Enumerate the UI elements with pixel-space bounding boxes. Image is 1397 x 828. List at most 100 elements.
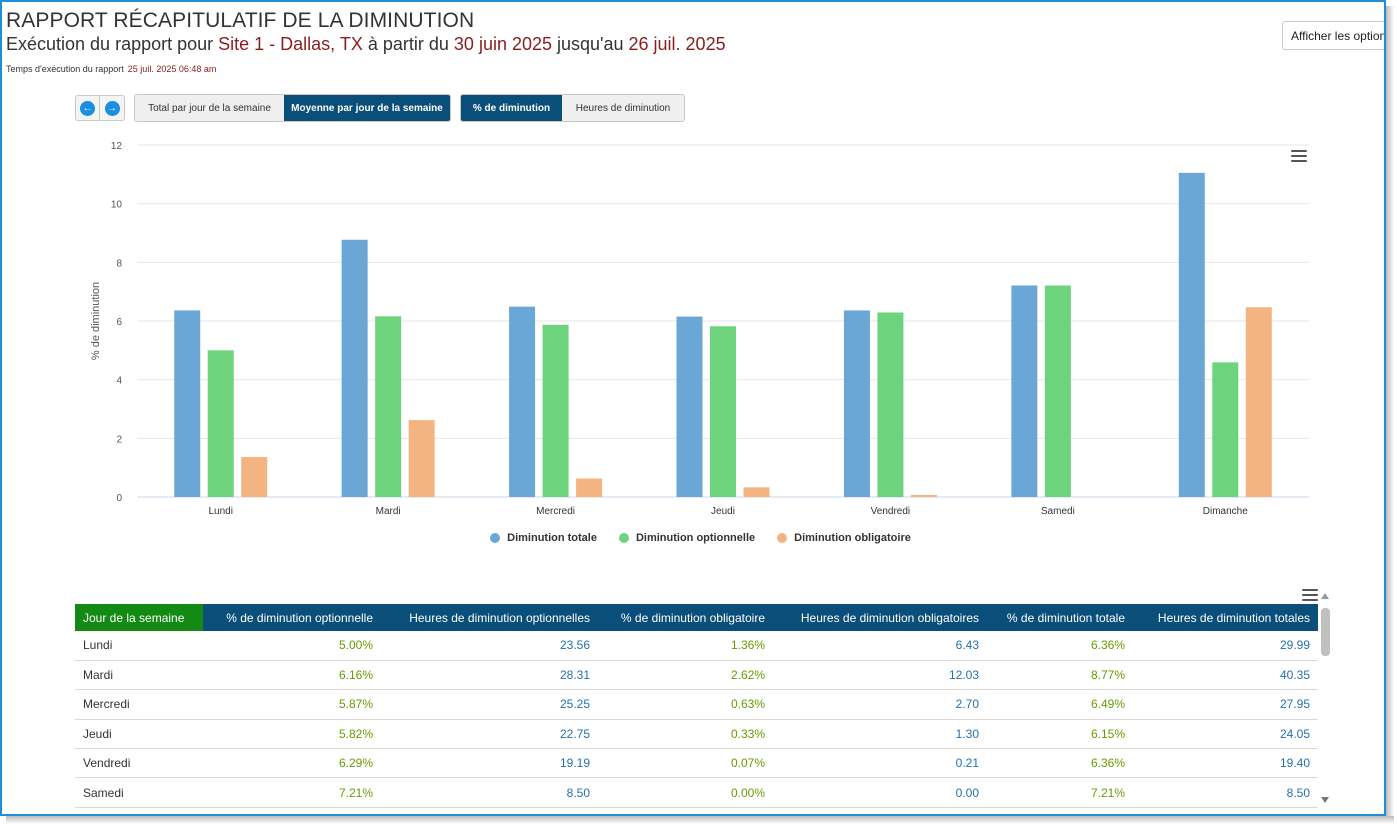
tab-average-per-weekday[interactable]: Moyenne par jour de la semaine [284,95,450,121]
legend-item-total[interactable]: Diminution totale [490,532,597,544]
value-cell: 5.87% [203,689,381,720]
column-header-optional-pct[interactable]: % de diminution optionnelle [203,604,381,631]
y-axis-label: % de diminution [90,282,102,360]
x-tick-label: Lundi [208,506,232,517]
value-cell: 27.95 [1133,689,1318,720]
x-tick-label: Mardi [376,506,401,517]
legend-item-optional[interactable]: Diminution optionnelle [618,532,755,544]
previous-period-button[interactable]: ← [76,96,101,120]
start-date: 30 juin 2025 [453,34,553,54]
value-cell: 2.62% [598,660,773,691]
value-cell: 19.40 [1133,748,1318,779]
bar-0-3 [676,316,703,497]
arrow-left-circle-icon: ← [80,100,95,116]
table-row[interactable]: Jeudi 5.82% 22.75 0.33% 1.30 6.15% 24.05 [75,719,1318,750]
bar-0-5 [1011,285,1038,497]
value-cell: 12.03 [773,660,987,691]
value-cell: 5.82% [203,719,381,750]
bar-1-0 [207,350,234,497]
table-row[interactable]: Mardi 6.16% 28.31 2.62% 12.03 8.77% 40.35 [75,660,1318,691]
run-time-label: Temps d'exécution du rapport [6,64,124,74]
subtitle-until: jusqu'au [552,34,629,54]
x-tick-label: Samedi [1041,506,1075,517]
y-tick-label: 6 [116,317,122,328]
column-header-mandatory-pct[interactable]: % de diminution obligatoire [598,604,773,631]
column-header-weekday[interactable]: Jour de la semaine [75,604,203,631]
value-cell: 1.36% [598,631,773,661]
legend-label: Diminution totale [507,532,597,544]
value-cell: 0.21 [773,748,987,779]
value-cell: 7.21% [203,777,381,808]
bar-0-1 [341,239,368,497]
value-cell: 6.16% [203,660,381,691]
table-menu-icon[interactable] [1302,589,1318,601]
summary-table: Jour de la semaine % de diminution optio… [75,604,1318,808]
column-header-optional-hours[interactable]: Heures de diminution optionnelles [381,604,598,631]
y-tick-label: 4 [116,376,122,387]
subtitle-from: à partir du [362,34,454,54]
value-cell: 40.35 [1133,660,1318,691]
value-cell: 8.50 [381,777,598,808]
value-cell: 6.43 [773,631,987,661]
value-cell: 6.49% [987,689,1133,720]
subtitle-prefix: Exécution du rapport pour [6,34,219,54]
value-cell: 8.77% [987,660,1133,691]
bar-1-3 [710,326,736,497]
y-tick-label: 10 [111,200,123,211]
value-cell: 8.50 [1133,777,1318,808]
tab-reduction-hours[interactable]: Heures de diminution [562,95,684,121]
legend-item-mandatory[interactable]: Diminution obligatoire [777,532,911,544]
bar-2-1 [408,420,435,497]
y-tick-label: 0 [116,493,122,504]
show-options-button[interactable]: Afficher les options [1282,21,1384,50]
period-nav: ← → [75,95,125,121]
y-tick-label: 12 [111,141,123,152]
value-cell: 28.31 [381,660,598,691]
x-tick-label: Jeudi [711,506,735,517]
bar-2-0 [241,457,268,497]
legend-label: Diminution obligatoire [794,532,911,544]
value-cell: 22.75 [381,719,598,750]
x-tick-label: Mercredi [536,506,575,517]
value-cell: 6.29% [203,748,381,779]
value-cell: 29.99 [1133,631,1318,661]
scroll-down-icon[interactable] [1321,797,1329,803]
weekday-cell: Mercredi [75,689,203,720]
column-header-mandatory-hours[interactable]: Heures de diminution obligatoires [773,604,987,631]
next-period-button[interactable]: → [100,96,124,120]
value-cell: 19.19 [381,748,598,779]
chart-menu-icon[interactable] [1291,150,1307,162]
run-time-info: Temps d'exécution du rapport 25 juil. 202… [6,64,216,74]
column-header-total-hours[interactable]: Heures de diminution totales [1133,604,1318,631]
metric-toggle: % de diminution Heures de diminution [460,94,685,122]
tab-percent-reduction[interactable]: % de diminution [461,95,562,121]
table-scrollbar[interactable] [1321,608,1330,656]
legend-dot [618,533,629,543]
x-tick-label: Dimanche [1203,506,1248,517]
table-row[interactable]: Mercredi 5.87% 25.25 0.63% 2.70 6.49% 27.95 [75,689,1318,720]
report-subtitle: Exécution du rapport pour Site 1 - Dalla… [6,34,726,55]
value-cell: 6.36% [987,631,1133,661]
end-date: 26 juil. 2025 [628,34,726,54]
column-header-total-pct[interactable]: % de diminution totale [987,604,1133,631]
table-row[interactable]: Vendredi 6.29% 19.19 0.07% 0.21 6.36% 19.40 [75,748,1318,779]
weekday-cell: Mardi [75,660,203,691]
bar-2-4 [910,494,937,497]
value-cell: 0.00 [773,777,987,808]
scroll-up-icon[interactable] [1321,593,1329,599]
site-name: Site 1 - Dallas, TX [218,34,363,54]
legend-dot [490,533,501,543]
value-cell: 0.63% [598,689,773,720]
tab-total-per-weekday[interactable]: Total par jour de la semaine [135,95,284,121]
weekday-cell: Jeudi [75,719,203,750]
arrow-right-circle-icon: → [104,100,120,116]
bar-1-1 [375,316,402,497]
value-cell: 0.07% [598,748,773,779]
value-cell: 7.21% [987,777,1133,808]
table-row[interactable]: Samedi 7.21% 8.50 0.00% 0.00 7.21% 8.50 [75,777,1318,808]
page-title: RAPPORT RÉCAPITULATIF DE LA DIMINUTION [6,9,475,32]
weekday-cell: Vendredi [75,748,203,779]
value-cell: 5.00% [203,631,381,661]
table-row[interactable]: Lundi 5.00% 23.56 1.36% 6.43 6.36% 29.99 [75,631,1318,661]
view-mode-toggle: Total par jour de la semaine Moyenne par… [134,94,451,122]
